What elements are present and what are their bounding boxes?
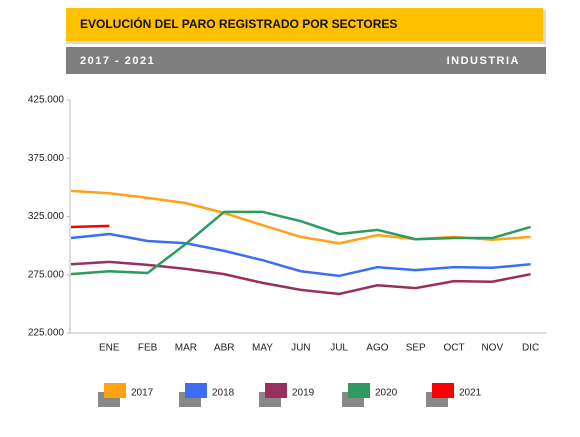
chart-title: EVOLUCIÓN DEL PARO REGISTRADO POR SECTOR… (80, 16, 397, 31)
x-tick-label: ABR (214, 343, 235, 354)
series-line (70, 260, 531, 296)
legend-swatch (185, 383, 207, 398)
subtitle-bar (66, 47, 546, 74)
legend-swatch (265, 383, 287, 398)
x-tick-label: JUN (291, 343, 310, 354)
legend-swatch (348, 383, 370, 398)
x-tick-label: JUL (330, 343, 348, 354)
y-tick-label: 275.000 (28, 269, 65, 280)
x-tick-label: NOV (481, 343, 503, 354)
series-line (70, 210, 531, 276)
legend-label: 2018 (212, 388, 235, 399)
x-tick-label: ENE (99, 343, 120, 354)
x-tick-label: OCT (443, 343, 464, 354)
series-line (70, 189, 531, 245)
x-tick-label: MAY (252, 343, 273, 354)
x-tick-label: DIC (522, 343, 539, 354)
legend-label: 2021 (459, 388, 482, 399)
sector: INDUSTRIA (447, 55, 520, 67)
y-tick-label: 325.000 (28, 211, 65, 222)
y-tick-label: 425.000 (28, 95, 65, 106)
legend-swatch (432, 383, 454, 398)
x-tick-label: SEP (406, 343, 426, 354)
x-tick-label: MAR (175, 343, 197, 354)
series-line (70, 224, 110, 229)
legend-label: 2020 (375, 388, 398, 399)
subtitle: 2017 - 2021 (80, 55, 155, 67)
legend-swatch (104, 383, 126, 398)
legend-label: 2019 (292, 388, 315, 399)
x-tick-label: AGO (366, 343, 388, 354)
series-line (70, 232, 531, 278)
legend-label: 2017 (131, 388, 154, 399)
x-tick-label: FEB (138, 343, 158, 354)
y-tick-label: 375.000 (28, 153, 65, 164)
y-tick-label: 225.000 (28, 328, 65, 339)
title-bar (66, 8, 543, 41)
